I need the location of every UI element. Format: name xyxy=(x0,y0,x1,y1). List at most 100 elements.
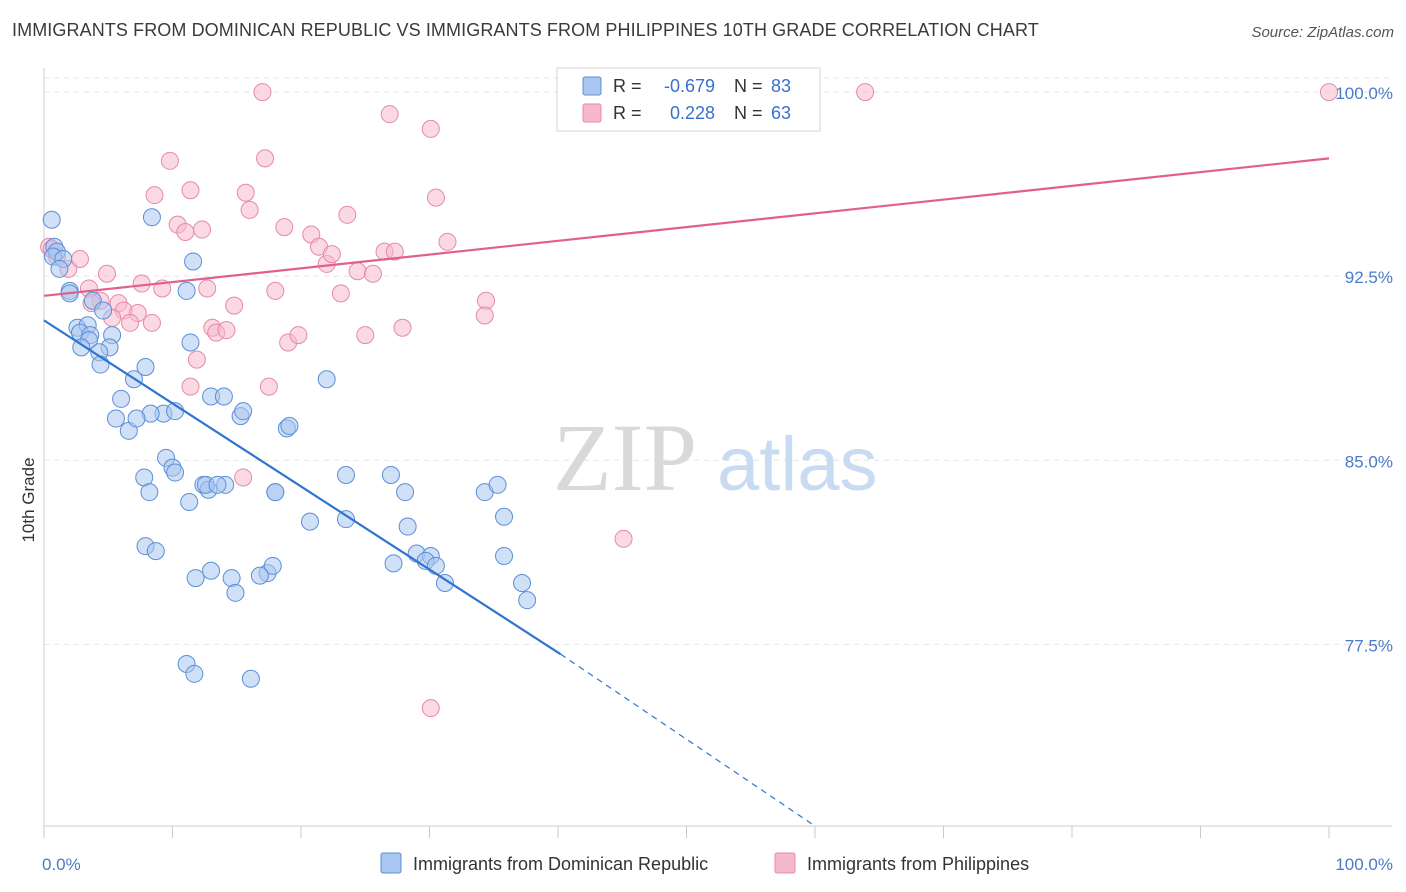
philippines-point-33 xyxy=(275,218,294,237)
dominican-point-60 xyxy=(495,547,514,565)
stat-n-pink: 63 xyxy=(771,103,791,123)
dominican-point-62 xyxy=(513,574,532,592)
philippines-point-30 xyxy=(256,149,275,168)
dominican-point-44 xyxy=(396,483,415,502)
dominican-point-79 xyxy=(181,333,200,352)
philippines-point-20 xyxy=(176,223,195,241)
philippines-point-32 xyxy=(266,281,285,300)
legend: Immigrants from Dominican Republic Immig… xyxy=(380,852,1029,874)
philippines-point-23 xyxy=(198,279,217,298)
stat-n-label-blue: N = xyxy=(734,76,763,96)
stat-r-blue: -0.679 xyxy=(664,76,715,96)
philippines-point-46 xyxy=(380,105,399,124)
legend-swatch-dominican xyxy=(380,852,402,874)
philippines-point-53 xyxy=(475,306,494,325)
trend-lines xyxy=(43,157,1330,827)
dominican-point-52 xyxy=(263,556,282,575)
watermark-atlas: atlas xyxy=(717,422,878,507)
stat-n-blue: 83 xyxy=(771,76,791,96)
dominican-point-50 xyxy=(435,574,454,592)
dominican-point-33 xyxy=(180,493,199,511)
dominican-point-73 xyxy=(280,416,299,435)
dominican-point-54 xyxy=(202,561,221,580)
y-tick-label-1: 85.0% xyxy=(1345,452,1393,471)
dominican-point-30 xyxy=(166,463,185,482)
philippines-point-18 xyxy=(160,151,179,170)
dominican-point-75 xyxy=(234,402,253,421)
dominican-point-32 xyxy=(140,483,159,502)
y-tick-label-3: 100.0% xyxy=(1335,84,1393,103)
series-dominican-points xyxy=(42,208,537,688)
philippines-point-17 xyxy=(145,186,164,205)
dominican-point-66 xyxy=(146,542,165,561)
tick-labels: 77.5% 85.0% 92.5% 100.0% 0.0% 100.0% xyxy=(42,84,1393,874)
dominican-point-68 xyxy=(185,664,204,683)
dominican-point-65 xyxy=(266,483,285,502)
dominican-point-57 xyxy=(226,583,245,602)
philippines-point-7 xyxy=(97,264,116,283)
watermark-zip: ZIP xyxy=(553,404,697,511)
dominican-point-22 xyxy=(112,389,131,408)
x-tick-label-0: 0.0% xyxy=(42,855,81,874)
dominican-point-43 xyxy=(398,517,417,536)
dominican-point-25 xyxy=(106,409,125,428)
philippines-point-48 xyxy=(393,318,412,337)
grid-layer xyxy=(44,77,1392,645)
dominican-point-9 xyxy=(94,301,113,320)
y-axis-label: 10th Grade xyxy=(19,457,38,542)
dominican-point-38 xyxy=(208,475,227,494)
dominican-point-53 xyxy=(186,569,205,588)
dominican-point-41 xyxy=(381,466,400,484)
dominican-point-55 xyxy=(250,566,269,585)
philippines-point-44 xyxy=(363,264,382,283)
dominican-point-16 xyxy=(72,338,91,357)
philippines-point-15 xyxy=(132,274,151,293)
philippines-point-40 xyxy=(331,284,350,303)
stat-r-label-pink: R = xyxy=(613,103,642,123)
source-label: Source: ZipAtlas.com xyxy=(1251,24,1394,41)
dominican-point-21 xyxy=(136,358,155,376)
stats-box: R = -0.679 N = 83 R = 0.228 N = 63 xyxy=(556,67,821,132)
dominican-point-5 xyxy=(50,259,69,278)
philippines-point-35 xyxy=(289,326,308,345)
dominican-point-27 xyxy=(127,409,146,428)
dominican-point-71 xyxy=(317,370,336,389)
philippines-point-49 xyxy=(421,119,440,138)
trend-line-dominican-extension xyxy=(560,653,816,827)
dominican-point-80 xyxy=(177,281,196,300)
philippines-point-54 xyxy=(253,83,272,102)
dominican-point-42 xyxy=(336,510,355,529)
stats-swatch-blue xyxy=(582,76,602,96)
y-tick-label-0: 77.5% xyxy=(1345,636,1393,655)
philippines-point-50 xyxy=(426,188,445,207)
philippines-point-43 xyxy=(356,326,375,345)
legend-label-philippines: Immigrants from Philippines xyxy=(807,854,1029,874)
legend-swatch-philippines xyxy=(774,852,796,874)
dominican-point-78 xyxy=(214,387,233,406)
dominican-point-40 xyxy=(300,512,319,531)
philippines-point-41 xyxy=(338,205,357,224)
philippines-point-39 xyxy=(322,245,341,264)
dominican-point-0 xyxy=(42,210,61,229)
philippines-point-47 xyxy=(385,242,404,261)
stat-n-label-pink: N = xyxy=(734,103,763,123)
trend-line-dominican xyxy=(43,319,562,656)
dominican-point-49 xyxy=(426,556,445,575)
watermark: ZIP atlas xyxy=(553,404,878,511)
dominican-point-61 xyxy=(488,475,507,494)
philippines-point-60 xyxy=(181,377,200,396)
philippines-point-59 xyxy=(421,699,440,718)
y-tick-label-2: 92.5% xyxy=(1345,268,1393,287)
philippines-point-4 xyxy=(70,250,89,268)
philippines-point-21 xyxy=(181,181,200,200)
dominican-point-19 xyxy=(91,355,110,374)
stats-swatch-pink xyxy=(582,103,602,123)
dominican-point-82 xyxy=(184,252,203,271)
dominican-point-70 xyxy=(336,466,355,484)
philippines-point-14 xyxy=(121,313,140,332)
axis-layer xyxy=(43,68,1392,838)
philippines-point-57 xyxy=(856,83,875,102)
philippines-point-13 xyxy=(142,313,161,332)
philippines-point-61 xyxy=(234,468,253,487)
dominican-point-81 xyxy=(142,208,161,227)
